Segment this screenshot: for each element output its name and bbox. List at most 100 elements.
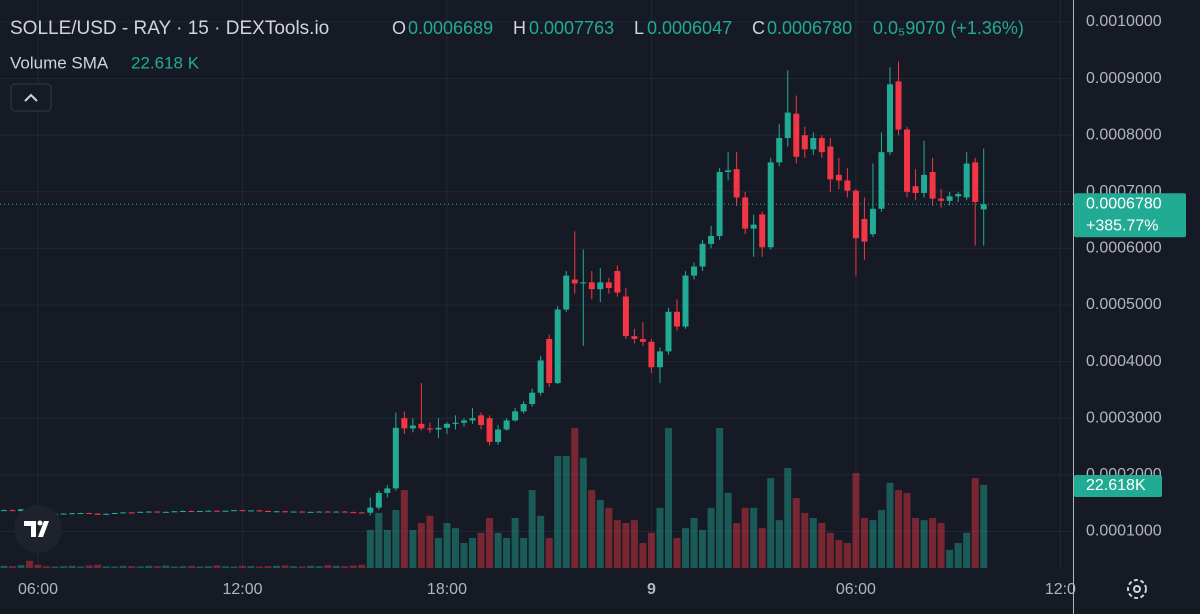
candle-body [716,171,723,236]
volume-bar [136,566,144,568]
candle-body [86,512,93,514]
candle-body [128,512,135,514]
volume-bar [562,455,570,568]
volume-bar [937,523,945,568]
volume-bar [170,566,178,568]
volume-bar [835,540,843,568]
collapse-button-box[interactable] [10,83,52,112]
volume-bar [307,565,315,568]
candle-body [614,271,621,293]
candle-body [742,197,749,229]
gear-inner [1133,585,1141,593]
volume-bar [520,537,528,568]
candle-body [929,171,936,199]
volume-bar [503,537,511,568]
volume-bar [8,566,16,568]
candle-body [17,509,24,512]
tradingview-logo[interactable] [14,505,62,553]
candle-body [401,418,408,429]
volume-bar [664,428,672,568]
candle-body [290,511,297,513]
volume-bar [733,523,741,568]
last-price-badge [1074,193,1186,238]
volume-bar [68,565,76,568]
volume-bar [315,566,323,568]
volume-bar [809,517,817,568]
volume-bar [43,566,51,568]
volume-bar [213,565,221,568]
candle-body [605,282,612,289]
candle-body [179,511,186,513]
volume-bar [954,542,962,568]
volume-bar [622,523,630,568]
volume-bar [912,517,920,568]
volume-bar [196,566,204,568]
volume-bar [187,565,195,568]
volume-bar [775,520,783,568]
candle-body [495,429,502,442]
candle-body [793,113,800,157]
candle-body [358,512,365,514]
volume-bar [963,532,971,568]
volume-bar [25,560,33,568]
volume-bar [85,565,93,568]
volume-bar [980,484,988,568]
open-value: 0.0006689 [408,18,493,38]
volume-bar [221,566,229,568]
candle-body [230,510,237,512]
x-tick-label: 06:00 [18,581,58,598]
candle-body [375,492,382,508]
close-label: C [752,18,765,38]
candle-body [213,510,220,512]
candle-body [588,282,595,290]
candle-body [563,275,570,310]
collapse-button[interactable] [10,83,52,112]
volume-bar [971,478,979,568]
candle-body [452,422,459,424]
gear-outer[interactable] [1127,579,1147,599]
volume-bar [801,512,809,568]
logo-dot [37,520,43,526]
candle-body [324,511,331,513]
volume-bar [741,507,749,568]
volume-bar [264,566,272,568]
axes: 0.00100000.00090000.00080000.00070000.00… [0,13,1186,598]
candle-body [776,138,783,163]
volume-bar [238,565,246,568]
candle-body [222,510,229,512]
candle-body [733,169,740,198]
candle-body [622,296,629,337]
candle-body [801,135,808,150]
volume-bar [613,520,621,568]
y-tick-label: 0.0010000 [1086,13,1162,30]
volume-bar [153,566,161,568]
volume-bar [298,566,306,568]
candle-body [665,311,672,352]
candle-body [835,174,842,181]
candle-body [529,392,536,405]
volume-bar [537,515,545,568]
volume-bar [656,507,664,568]
candle-body [256,510,263,512]
settings-button[interactable] [1127,579,1147,599]
candle-body [418,423,425,429]
volume-bar [511,517,519,568]
x-tick-label: 12:00 [222,581,262,598]
volume-bar [818,523,826,568]
change-value: 0.0₅9070 (+1.36%) [873,18,1024,38]
x-tick-label: 06:00 [836,581,876,598]
chart-title: SOLLE/USD - RAY · 15 · DEXTools.io [10,18,329,39]
candle-body [648,341,655,368]
candle-body [784,112,791,139]
low-label: L [634,18,644,38]
candle-body [460,420,467,423]
volume-bar [145,565,153,568]
candle-body [946,196,953,201]
volume-bar [545,537,553,568]
volume-bar [843,542,851,568]
candle-body [656,351,663,368]
volume-bar [554,455,562,568]
candle-body [486,418,493,442]
candle-body [333,511,340,513]
